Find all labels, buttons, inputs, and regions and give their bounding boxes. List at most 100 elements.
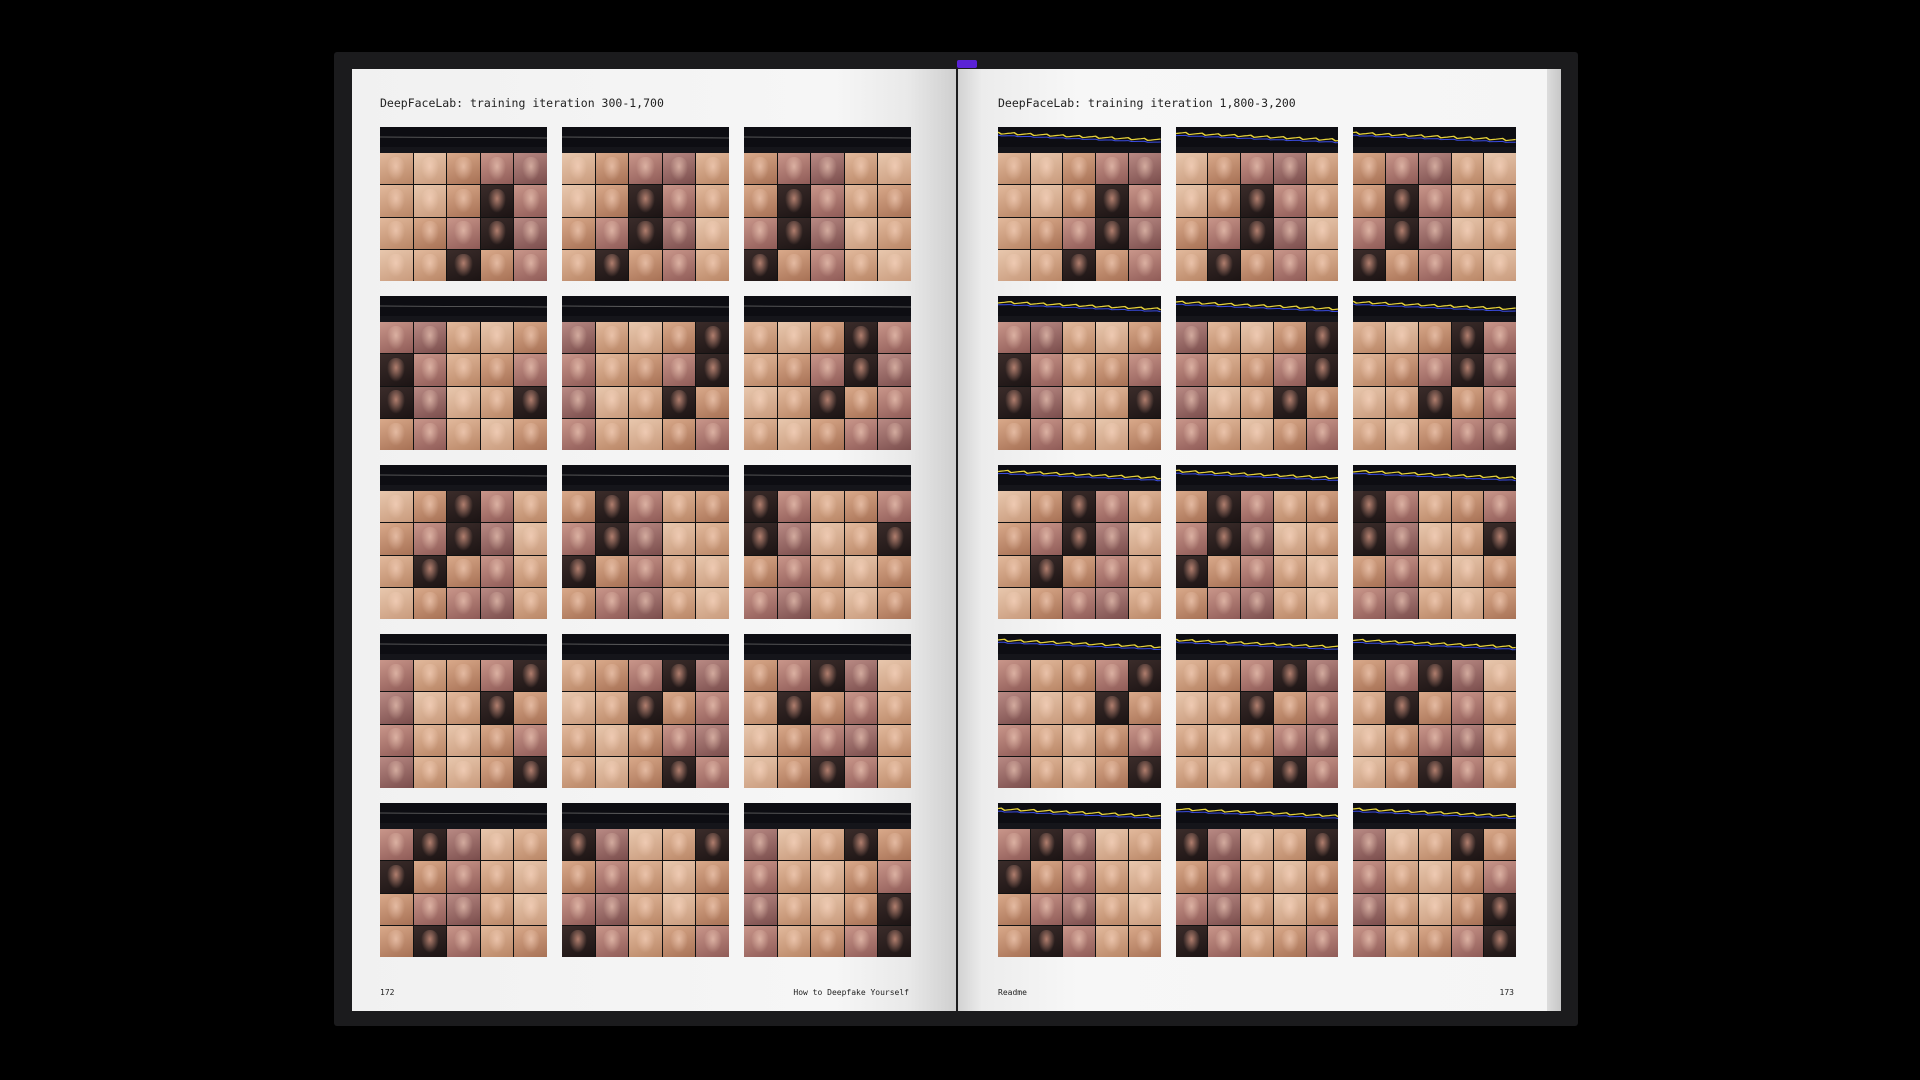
face-tile: [662, 523, 696, 555]
face-tile: [844, 756, 878, 788]
training-preview-thumbnail: [562, 465, 729, 619]
face-tile: [811, 692, 844, 724]
face-tile: [878, 829, 911, 861]
face-tile: [878, 692, 911, 724]
right-running-footer: Readme: [998, 988, 1027, 997]
face-tile: [1096, 829, 1128, 861]
face-tile: [1386, 153, 1418, 185]
face-tile: [744, 555, 777, 587]
face-tile: [811, 861, 844, 893]
face-tile: [1241, 322, 1273, 354]
face-tile: [413, 491, 447, 523]
face-tile: [1128, 354, 1161, 386]
face-tile: [1306, 249, 1339, 281]
face-tile: [380, 185, 413, 217]
face-tile: [1063, 153, 1096, 185]
face-tile: [1306, 322, 1339, 354]
face-tile: [1418, 491, 1451, 523]
face-preview-grid: [1353, 153, 1516, 281]
face-tile: [1241, 418, 1273, 450]
face-tile: [1128, 249, 1161, 281]
face-preview-grid: [380, 660, 547, 788]
face-tile: [1128, 660, 1161, 692]
face-tile: [1208, 555, 1241, 587]
face-tile: [1451, 386, 1484, 418]
face-tile: [629, 217, 662, 249]
face-tile: [562, 354, 595, 386]
face-tile: [1306, 893, 1339, 925]
face-tile: [1353, 322, 1386, 354]
face-tile: [413, 249, 447, 281]
face-tile: [744, 893, 777, 925]
face-tile: [514, 354, 547, 386]
face-tile: [562, 153, 595, 185]
face-tile: [1063, 418, 1096, 450]
face-tile: [696, 925, 729, 957]
face-tile: [878, 491, 911, 523]
face-tile: [1484, 491, 1516, 523]
face-tile: [514, 925, 547, 957]
face-tile: [562, 523, 595, 555]
face-tile: [1208, 756, 1241, 788]
face-tile: [1306, 829, 1339, 861]
face-tile: [1208, 587, 1241, 619]
face-tile: [777, 249, 811, 281]
right-page: DeepFaceLab: training iteration 1,800-3,…: [958, 69, 1556, 1011]
face-tile: [777, 354, 811, 386]
face-tile: [480, 491, 514, 523]
face-tile: [1128, 756, 1161, 788]
loss-graph: [1175, 465, 1339, 485]
face-tile: [1353, 587, 1386, 619]
face-tile: [998, 418, 1030, 450]
face-tile: [777, 217, 811, 249]
face-tile: [696, 354, 729, 386]
face-tile: [998, 322, 1030, 354]
face-tile: [1063, 386, 1096, 418]
training-preview-thumbnail: [1175, 465, 1339, 619]
face-tile: [514, 491, 547, 523]
face-tile: [1451, 555, 1484, 587]
face-tile: [811, 829, 844, 861]
face-tile: [1096, 587, 1128, 619]
face-tile: [1306, 555, 1339, 587]
face-tile: [380, 660, 413, 692]
face-tile: [480, 724, 514, 756]
face-tile: [777, 925, 811, 957]
face-tile: [1030, 185, 1063, 217]
face-tile: [380, 829, 413, 861]
face-tile: [1208, 523, 1241, 555]
face-tile: [1353, 491, 1386, 523]
face-tile: [1451, 322, 1484, 354]
left-page-number: 172: [380, 988, 395, 997]
face-tile: [811, 893, 844, 925]
face-tile: [380, 354, 413, 386]
face-tile: [744, 153, 777, 185]
face-tile: [1175, 756, 1208, 788]
face-tile: [1353, 861, 1386, 893]
face-tile: [1353, 249, 1386, 281]
loss-graph: [1353, 127, 1516, 147]
face-tile: [1484, 587, 1516, 619]
loss-graph: [380, 296, 547, 316]
face-tile: [744, 523, 777, 555]
face-tile: [696, 724, 729, 756]
training-preview-thumbnail: [998, 803, 1161, 957]
face-tile: [447, 217, 480, 249]
face-tile: [380, 249, 413, 281]
face-tile: [1128, 829, 1161, 861]
face-tile: [878, 523, 911, 555]
face-tile: [1208, 354, 1241, 386]
face-preview-grid: [744, 153, 911, 281]
face-tile: [514, 587, 547, 619]
face-preview-grid: [380, 322, 547, 450]
face-tile: [1451, 185, 1484, 217]
face-tile: [1306, 724, 1339, 756]
right-page-title: DeepFaceLab: training iteration 1,800-3,…: [998, 96, 1296, 110]
loss-graph: [744, 465, 911, 485]
face-tile: [1273, 893, 1306, 925]
face-tile: [1353, 386, 1386, 418]
face-tile: [514, 829, 547, 861]
face-tile: [844, 724, 878, 756]
face-tile: [1241, 660, 1273, 692]
face-tile: [662, 386, 696, 418]
